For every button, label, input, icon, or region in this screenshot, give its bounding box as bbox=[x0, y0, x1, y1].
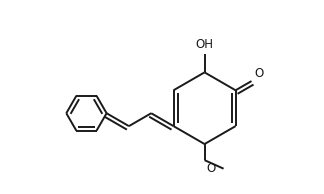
Text: O: O bbox=[206, 162, 215, 175]
Text: O: O bbox=[254, 67, 263, 80]
Text: OH: OH bbox=[196, 38, 214, 51]
